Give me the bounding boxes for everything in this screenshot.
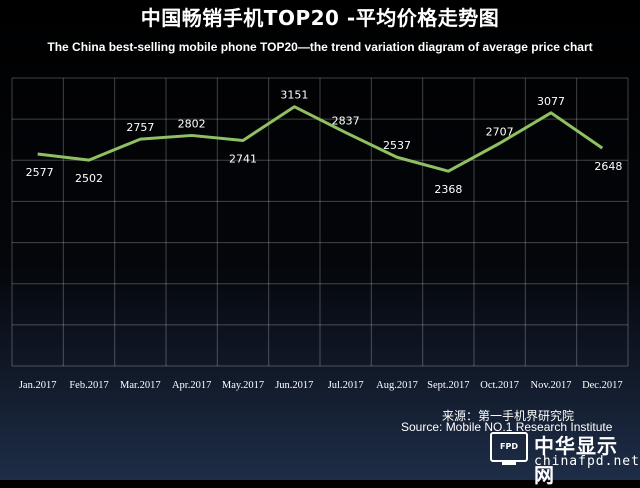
data-label: 2368: [434, 183, 462, 196]
x-tick-label: Mar.2017: [120, 380, 161, 391]
data-label: 2741: [229, 152, 257, 165]
x-tick-label: May.2017: [222, 380, 264, 391]
data-label: 3151: [280, 89, 308, 102]
logo-name-en: chinafpd.net: [534, 454, 640, 469]
x-axis-tick-labels: Jan.2017 Feb.2017 Mar.2017 Apr.2017 May.2017…: [19, 380, 623, 391]
x-tick-label: Jun.2017: [275, 380, 313, 391]
x-tick-label: Dec.2017: [582, 380, 623, 391]
x-tick-label: Apr.2017: [172, 380, 211, 391]
data-label: 2577: [26, 166, 54, 179]
x-tick-label: Jul.2017: [328, 380, 364, 391]
source-cn: 来源：第一手机界研究院: [442, 409, 575, 423]
chart-grid: [11, 77, 629, 367]
data-label: 2537: [383, 139, 411, 152]
x-tick-label: Jan.2017: [19, 380, 57, 391]
monitor-icon: FPD: [490, 432, 528, 462]
data-label: 2837: [332, 115, 360, 128]
data-labels: 2577 2502 2757 2802 2741 3151 2837 2537 2368 2707…: [26, 89, 623, 196]
data-label: 3077: [537, 95, 565, 108]
source-en: Source: Mobile NO.1 Research Institute: [401, 420, 613, 434]
data-label: 2648: [594, 160, 622, 173]
data-label: 2707: [486, 125, 514, 138]
series-line: [37, 105, 604, 173]
chart-title: 中国畅销手机TOP20 -平均价格走势图: [140, 6, 500, 30]
x-tick-label: Sept.2017: [427, 380, 469, 391]
data-label: 2502: [75, 172, 103, 185]
logo-mark-text: FPD: [500, 442, 518, 451]
x-tick-label: Oct.2017: [480, 380, 519, 391]
chinafpd-logo: FPD 中华显示网 chinafpd.net: [484, 430, 639, 487]
x-tick-label: Feb.2017: [69, 380, 108, 391]
data-label: 2802: [178, 117, 206, 130]
x-tick-label: Aug.2017: [376, 380, 418, 391]
x-tick-label: Nov.2017: [530, 380, 571, 391]
line-chart: Jan.2017 Feb.2017 Mar.2017 Apr.2017 May.2017…: [11, 77, 629, 391]
logo-name-cn: 中华显示网: [534, 434, 618, 487]
monitor-stand-icon: [502, 462, 516, 465]
data-label: 2757: [126, 121, 154, 134]
chart-subtitle: The China best-selling mobile phone TOP2…: [47, 40, 593, 54]
